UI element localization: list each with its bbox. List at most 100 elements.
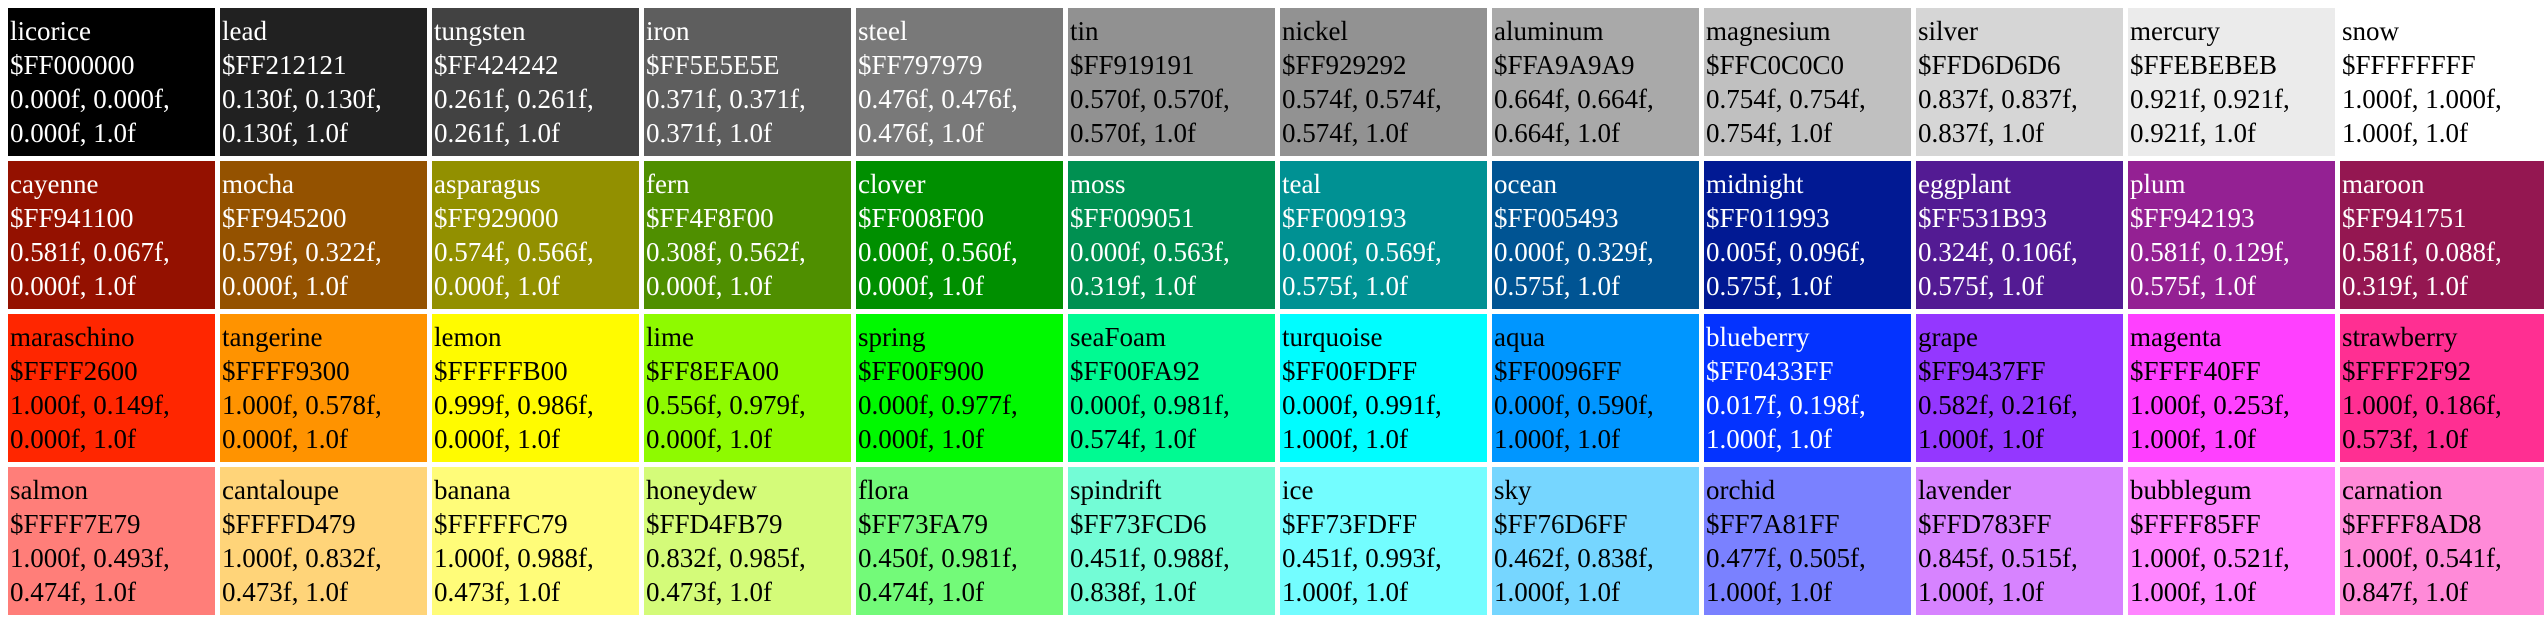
swatch-rgb-line1: 0.450f, 0.981f, [858, 543, 1018, 573]
swatch-hex: $FF73FCD6 [1070, 509, 1207, 539]
swatch-hex: $FF000000 [10, 50, 135, 80]
swatch-name: maroon [2342, 169, 2425, 199]
color-swatch-turquoise: turquoise $FF00FDFF 0.000f, 0.991f, 1.000f,… [1280, 314, 1487, 462]
color-swatch-ocean: ocean $FF005493 0.000f, 0.329f, 0.575f, 1.0… [1492, 161, 1699, 309]
swatch-rgb-line2: 0.130f, 1.0f [222, 118, 348, 148]
swatch-rgb-line2: 0.837f, 1.0f [1918, 118, 2044, 148]
swatch-name: fern [646, 169, 690, 199]
swatch-hex: $FF919191 [1070, 50, 1195, 80]
swatch-hex: $FF929000 [434, 203, 559, 233]
swatch-rgb-line1: 0.000f, 0.569f, [1282, 237, 1442, 267]
color-swatch-magnesium: magnesium $FFC0C0C0 0.754f, 0.754f, 0.754f,… [1704, 8, 1911, 156]
color-swatch-fern: fern $FF4F8F00 0.308f, 0.562f, 0.000f, 1.0f [644, 161, 851, 309]
swatch-hex: $FF011993 [1706, 203, 1830, 233]
swatch-name: clover [858, 169, 926, 199]
color-swatch-licorice: licorice $FF000000 0.000f, 0.000f, 0.000f, … [8, 8, 215, 156]
swatch-rgb-line1: 0.664f, 0.664f, [1494, 84, 1654, 114]
color-swatch-bubblegum: bubblegum $FFFF85FF 1.000f, 0.521f, 1.000f,… [2128, 467, 2335, 615]
swatch-name: flora [858, 475, 909, 505]
swatch-rgb-line2: 0.476f, 1.0f [858, 118, 984, 148]
color-swatch-maroon: maroon $FF941751 0.581f, 0.088f, 0.319f, 1.… [2340, 161, 2544, 309]
swatch-rgb-line1: 0.005f, 0.096f, [1706, 237, 1866, 267]
color-swatch-spindrift: spindrift $FF73FCD6 0.451f, 0.988f, 0.838f,… [1068, 467, 1275, 615]
color-swatch-moss: moss $FF009051 0.000f, 0.563f, 0.319f, 1.0f [1068, 161, 1275, 309]
color-swatch-cantaloupe: cantaloupe $FFFFD479 1.000f, 0.832f, 0.473f… [220, 467, 427, 615]
swatch-name: spindrift [1070, 475, 1162, 505]
swatch-rgb-line2: 0.921f, 1.0f [2130, 118, 2256, 148]
swatch-name: iron [646, 16, 690, 46]
swatch-hex: $FF005493 [1494, 203, 1619, 233]
swatch-rgb-line2: 0.000f, 1.0f [10, 271, 136, 301]
swatch-rgb-line2: 0.575f, 1.0f [1918, 271, 2044, 301]
swatch-hex: $FF76D6FF [1494, 509, 1628, 539]
swatch-hex: $FF4F8F00 [646, 203, 774, 233]
swatch-name: teal [1282, 169, 1321, 199]
swatch-rgb-line1: 0.999f, 0.986f, [434, 390, 594, 420]
swatch-name: lead [222, 16, 267, 46]
swatch-rgb-line2: 0.473f, 1.0f [646, 577, 772, 607]
swatch-rgb-line1: 0.574f, 0.566f, [434, 237, 594, 267]
color-swatch-lemon: lemon $FFFFFB00 0.999f, 0.986f, 0.000f, 1.0… [432, 314, 639, 462]
swatch-hex: $FF008F00 [858, 203, 985, 233]
swatch-rgb-line1: 0.324f, 0.106f, [1918, 237, 2078, 267]
swatch-hex: $FF929292 [1282, 50, 1407, 80]
swatch-rgb-line2: 1.000f, 1.0f [2130, 424, 2256, 454]
swatch-hex: $FFFFFFFF [2342, 50, 2476, 80]
swatch-rgb-line1: 0.570f, 0.570f, [1070, 84, 1230, 114]
swatch-rgb-line2: 1.000f, 1.0f [1918, 424, 2044, 454]
swatch-rgb-line2: 0.847f, 1.0f [2342, 577, 2468, 607]
color-swatch-clover: clover $FF008F00 0.000f, 0.560f, 0.000f, 1.… [856, 161, 1063, 309]
color-swatch-cayenne: cayenne $FF941100 0.581f, 0.067f, 0.000f, 1… [8, 161, 215, 309]
swatch-rgb-line2: 1.000f, 1.0f [1706, 577, 1832, 607]
color-swatch-maraschino: maraschino $FFFF2600 1.000f, 0.149f, 0.000f… [8, 314, 215, 462]
swatch-name: spring [858, 322, 926, 352]
swatch-rgb-line1: 0.581f, 0.129f, [2130, 237, 2290, 267]
swatch-hex: $FF0096FF [1494, 356, 1622, 386]
swatch-hex: $FF00F900 [858, 356, 985, 386]
swatch-hex: $FF942193 [2130, 203, 2255, 233]
color-swatch-snow: snow $FFFFFFFF 1.000f, 1.000f, 1.000f, 1.0f [2340, 8, 2544, 156]
swatch-rgb-line1: 0.921f, 0.921f, [2130, 84, 2290, 114]
swatch-rgb-line1: 0.451f, 0.993f, [1282, 543, 1442, 573]
swatch-name: ocean [1494, 169, 1557, 199]
swatch-name: magenta [2130, 322, 2222, 352]
swatch-rgb-line2: 0.000f, 1.0f [434, 424, 560, 454]
swatch-hex: $FFD783FF [1918, 509, 2052, 539]
swatch-rgb-line1: 0.582f, 0.216f, [1918, 390, 2078, 420]
swatch-rgb-line1: 1.000f, 0.186f, [2342, 390, 2502, 420]
swatch-hex: $FFD6D6D6 [1918, 50, 2061, 80]
swatch-name: lavender [1918, 475, 2011, 505]
swatch-hex: $FFD4FB79 [646, 509, 783, 539]
swatch-rgb-line2: 0.473f, 1.0f [222, 577, 348, 607]
swatch-name: nickel [1282, 16, 1348, 46]
swatch-hex: $FF00FA92 [1070, 356, 1201, 386]
swatch-name: magnesium [1706, 16, 1831, 46]
swatch-rgb-line1: 0.371f, 0.371f, [646, 84, 806, 114]
swatch-rgb-line2: 0.000f, 1.0f [222, 424, 348, 454]
swatch-rgb-line1: 0.581f, 0.088f, [2342, 237, 2502, 267]
swatch-rgb-line1: 0.261f, 0.261f, [434, 84, 594, 114]
swatch-hex: $FF5E5E5E [646, 50, 780, 80]
swatch-rgb-line1: 0.556f, 0.979f, [646, 390, 806, 420]
swatch-rgb-line2: 1.000f, 1.0f [1706, 424, 1832, 454]
swatch-rgb-line2: 0.474f, 1.0f [10, 577, 136, 607]
swatch-rgb-line2: 1.000f, 1.0f [1282, 424, 1408, 454]
swatch-rgb-line2: 0.575f, 1.0f [2130, 271, 2256, 301]
color-swatch-banana: banana $FFFFFC79 1.000f, 0.988f, 0.473f, 1.… [432, 467, 639, 615]
color-swatch-strawberry: strawberry $FFFF2F92 1.000f, 0.186f, 0.573f… [2340, 314, 2544, 462]
swatch-hex: $FF00FDFF [1282, 356, 1418, 386]
color-swatch-lime: lime $FF8EFA00 0.556f, 0.979f, 0.000f, 1.0f [644, 314, 851, 462]
swatch-hex: $FFC0C0C0 [1706, 50, 1845, 80]
swatch-name: eggplant [1918, 169, 2011, 199]
swatch-rgb-line2: 0.000f, 1.0f [10, 118, 136, 148]
color-swatch-grape: grape $FF9437FF 0.582f, 0.216f, 1.000f, 1.0… [1916, 314, 2123, 462]
swatch-name: lemon [434, 322, 502, 352]
swatch-rgb-line2: 0.000f, 1.0f [10, 424, 136, 454]
swatch-hex: $FFEBEBEB [2130, 50, 2278, 80]
swatch-name: seaFoam [1070, 322, 1166, 352]
swatch-rgb-line2: 0.371f, 1.0f [646, 118, 772, 148]
color-swatch-ice: ice $FF73FDFF 0.451f, 0.993f, 1.000f, 1.0f [1280, 467, 1487, 615]
swatch-rgb-line1: 1.000f, 0.149f, [10, 390, 170, 420]
swatch-rgb-line1: 1.000f, 0.578f, [222, 390, 382, 420]
